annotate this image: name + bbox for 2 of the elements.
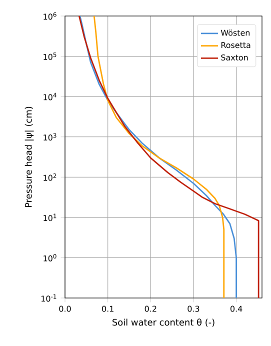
y-axis-title: Pressure head |ψ| (cm)	[24, 106, 34, 208]
x-axis-title: Soil water content θ (-)	[112, 318, 214, 327]
